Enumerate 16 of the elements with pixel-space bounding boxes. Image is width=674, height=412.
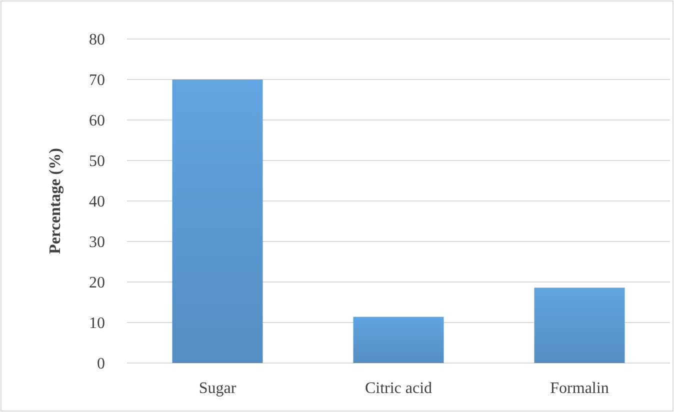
y-tick-label: 60	[89, 112, 105, 130]
y-tick-label: 70	[89, 72, 105, 90]
x-tick-label: Citric acid	[364, 380, 432, 397]
y-axis-title: Percentage (%)	[47, 148, 64, 254]
y-tick-label: 10	[89, 315, 105, 332]
y-tick-label: 40	[89, 194, 105, 211]
y-tick-label: 0	[97, 356, 105, 373]
bar	[534, 288, 625, 363]
y-tick-label: 20	[89, 274, 105, 292]
x-tick-label: Sugar	[198, 380, 237, 397]
bar	[353, 316, 444, 363]
bar	[172, 80, 263, 363]
y-tick-label: 50	[89, 153, 105, 170]
y-tick-label: 30	[89, 234, 105, 252]
y-tick-label: 80	[89, 32, 105, 49]
x-tick-label: Formalin	[550, 380, 609, 397]
